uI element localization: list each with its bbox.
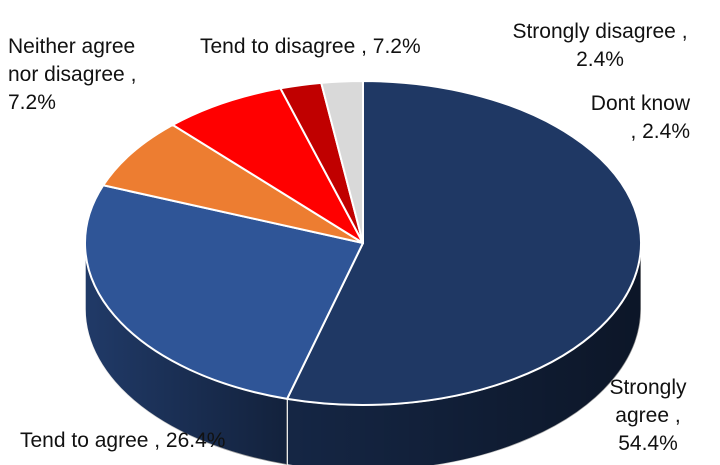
data-label-line: Strongly bbox=[609, 376, 687, 399]
data-label-tend-to-agree: Tend to agree , 26.4% bbox=[20, 429, 225, 452]
data-label-line: 7.2% bbox=[8, 91, 56, 114]
data-label-neither-agree-nor-disagree: Neither agree nor disagree , 7.2% bbox=[8, 35, 136, 114]
pie-slice-neither-agree-nor-disagree bbox=[102, 123, 364, 244]
data-label-line: Neither agree bbox=[8, 35, 135, 58]
data-label-line: agree , bbox=[615, 404, 680, 427]
pie-slice-strongly-agree bbox=[286, 80, 642, 406]
data-label-line: Strongly disagree , bbox=[512, 20, 687, 43]
data-label-strongly-agree: Strongly agree , 54.4% bbox=[609, 376, 687, 455]
data-label-tend-to-disagree: Tend to disagree , 7.2% bbox=[200, 35, 421, 58]
pie-slice-tend-to-agree bbox=[84, 184, 364, 400]
data-label-dont-know: Dont know , 2.4% bbox=[591, 92, 691, 143]
pie-slice-tend-to-disagree bbox=[171, 87, 364, 244]
pie-top-faces bbox=[84, 80, 642, 406]
pie-side-shade-tend-to-agree bbox=[85, 243, 288, 465]
data-label-line: 2.4% bbox=[576, 48, 624, 71]
data-labels: Strongly agree , 54.4% Tend to agree , 26.4… bbox=[8, 20, 691, 455]
data-label-line: Tend to agree , 26.4% bbox=[20, 429, 225, 452]
pie-slice-dont-know bbox=[320, 80, 364, 244]
data-label-line: , 2.4% bbox=[630, 120, 690, 143]
data-label-line: Dont know bbox=[591, 92, 691, 115]
pie-side-shade-strongly-agree bbox=[287, 243, 641, 465]
data-label-line: nor disagree , bbox=[8, 63, 136, 86]
data-label-strongly-disagree: Strongly disagree , 2.4% bbox=[512, 20, 687, 71]
data-label-line: Tend to disagree , 7.2% bbox=[200, 35, 421, 58]
data-label-line: 54.4% bbox=[618, 432, 678, 455]
